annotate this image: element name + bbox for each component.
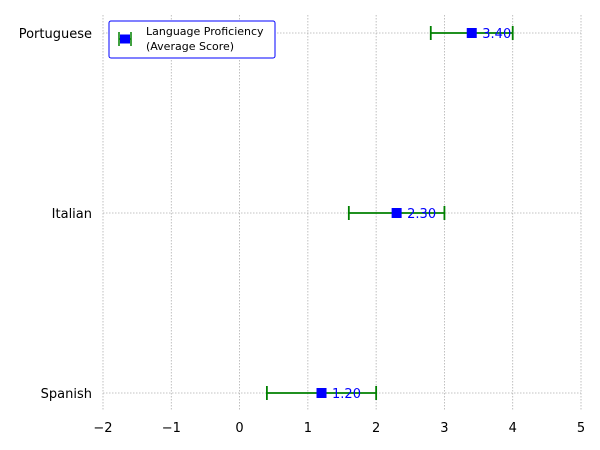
legend-label-line-2: (Average Score)	[146, 40, 234, 53]
legend-marker-icon	[118, 32, 132, 46]
grid-lines	[102, 15, 582, 410]
value-label: 2.30	[407, 207, 436, 222]
data-point	[316, 388, 327, 398]
x-tick-label: 5	[577, 421, 585, 436]
x-tick-label: 0	[235, 421, 243, 436]
data-point	[466, 28, 477, 38]
x-tick-label: −2	[93, 421, 112, 436]
x-tick-label: 2	[372, 421, 380, 436]
y-tick-label: Italian	[52, 207, 92, 222]
legend-label-line-1: Language Proficiency	[146, 25, 264, 38]
y-tick-label: Portuguese	[19, 27, 92, 42]
axis-ticks: −2 −1 0 1 2 3 4 5 Spanish Italian Portuguese	[19, 27, 585, 436]
x-tick-label: −1	[162, 421, 181, 436]
y-tick-label: Spanish	[41, 387, 92, 402]
data-point	[391, 208, 402, 218]
x-tick-label: 1	[304, 421, 312, 436]
value-label: 3.40	[482, 27, 511, 42]
legend-box	[108, 20, 276, 59]
data-labels: 1.20 2.30 3.40	[332, 27, 511, 402]
x-tick-label: 3	[440, 421, 448, 436]
x-tick-label: 4	[509, 421, 517, 436]
value-label: 1.20	[332, 387, 361, 402]
legend: Language Proficiency (Average Score)	[108, 20, 276, 59]
data-points	[316, 28, 477, 398]
